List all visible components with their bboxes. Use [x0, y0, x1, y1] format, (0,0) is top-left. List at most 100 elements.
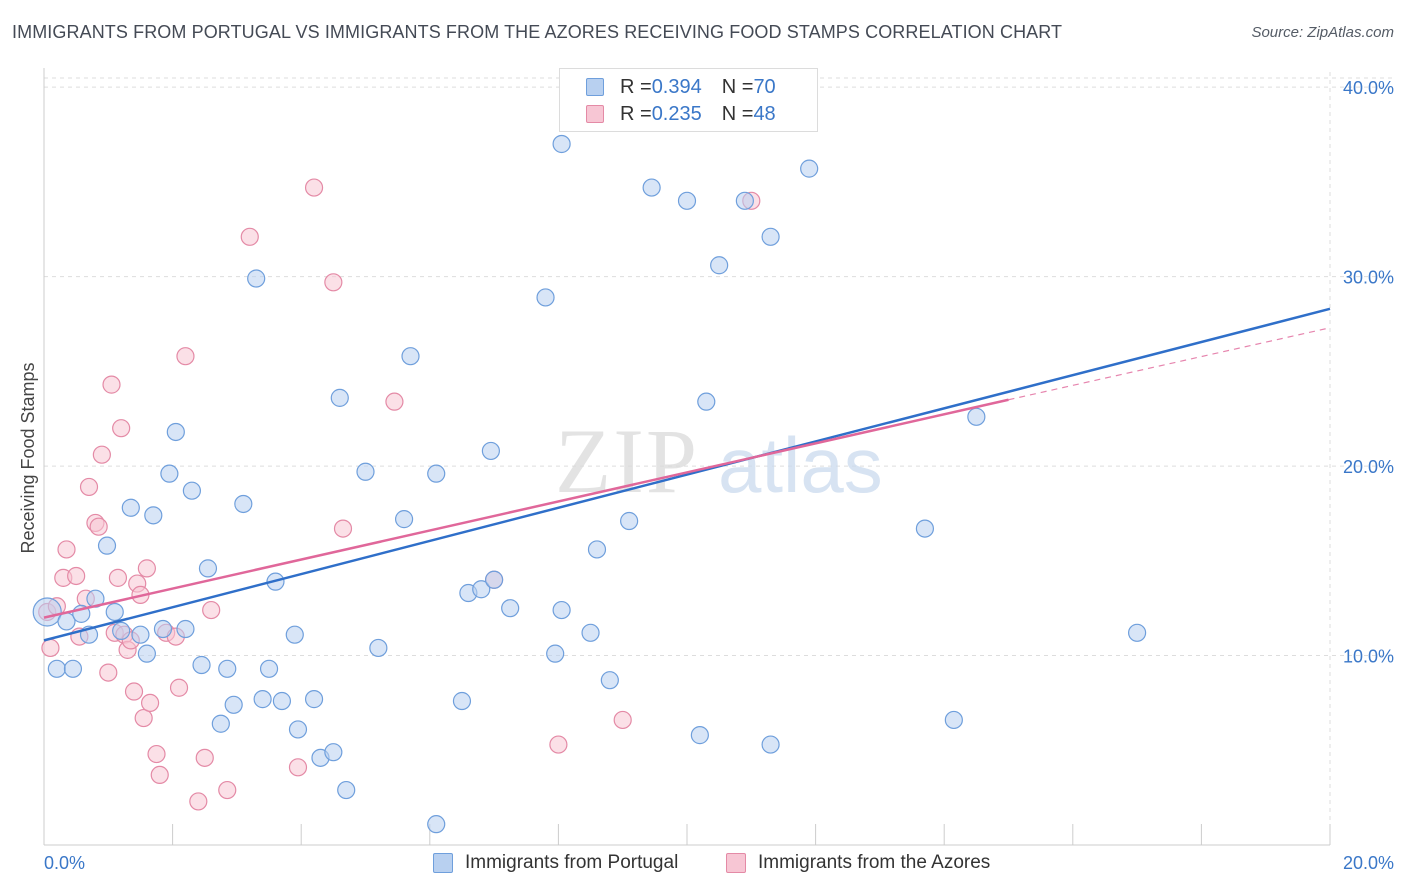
data-point-portugal [304, 690, 324, 709]
data-point-portugal [427, 815, 446, 834]
data-point-portugal [481, 441, 500, 461]
data-point-portugal [337, 780, 356, 800]
data-point-portugal [600, 671, 619, 690]
data-point-azores [195, 748, 214, 767]
legend-row-azores: R = 0.235 N = 48 [586, 102, 776, 126]
data-point-portugal [218, 659, 237, 678]
data-point-azores [112, 419, 131, 438]
legend-r-value: 0.394 [651, 75, 702, 98]
data-point-portugal [121, 498, 140, 517]
data-point-azores [240, 227, 259, 246]
legend-r-label: R = [620, 102, 652, 125]
data-point-portugal [944, 710, 963, 730]
trend-line-portugal [43, 307, 1331, 642]
data-point-azores [613, 710, 632, 730]
data-point-portugal [97, 536, 117, 555]
data-point-portugal [967, 407, 986, 426]
data-point-azores [324, 273, 343, 292]
data-point-portugal [330, 388, 349, 407]
data-point-portugal [369, 638, 388, 658]
data-point-portugal [288, 720, 308, 739]
data-point-portugal [285, 625, 304, 644]
legend-swatch-azores [726, 853, 746, 873]
data-point-portugal [552, 134, 571, 154]
y-tick-label: 10.0% [1343, 647, 1394, 667]
data-point-portugal [552, 600, 571, 620]
data-point-portugal [356, 462, 375, 481]
data-point-azores [333, 519, 353, 538]
data-point-azores [134, 708, 153, 728]
data-point-portugal [427, 464, 446, 483]
data-point-portugal [198, 559, 218, 578]
trend-lines [43, 307, 1331, 642]
data-point-azores [176, 347, 195, 366]
data-point-azores [218, 780, 237, 800]
x-tick-label: 0.0% [44, 853, 85, 873]
data-point-portugal [472, 580, 491, 599]
legend-swatch-azores [586, 105, 604, 123]
data-point-portugal [401, 347, 420, 366]
data-point-portugal [452, 691, 472, 711]
data-point-portugal [253, 690, 272, 709]
watermark-atlas: atlas [718, 421, 883, 509]
legend-n-label: N = [721, 75, 754, 98]
data-point-portugal [710, 256, 729, 275]
data-point-portugal [536, 288, 555, 307]
data-point-azores [102, 375, 121, 394]
data-point-azores [92, 445, 111, 464]
data-point-azores [140, 693, 160, 713]
data-point-portugal [735, 191, 754, 210]
data-point-azores [169, 678, 189, 697]
data-point-azores [41, 638, 60, 658]
legend-row-portugal: R = 0.394 N = 70 [586, 75, 776, 99]
data-point-portugal [324, 743, 343, 762]
data-point-portugal [112, 621, 131, 641]
data-point-portugal [1127, 623, 1147, 642]
legend-r-label: R = [620, 75, 652, 98]
data-point-portugal [800, 159, 819, 178]
data-point-azores [304, 178, 324, 197]
data-point-azores [189, 792, 208, 811]
data-point-azores [79, 477, 99, 497]
data-point-portugal [63, 659, 83, 678]
data-point-portugal [153, 619, 173, 639]
trend-line-azores-extension [1008, 327, 1331, 401]
series-portugal-points [32, 134, 1147, 834]
data-point-portugal [182, 481, 201, 500]
data-point-azores [137, 559, 156, 578]
data-point-azores [549, 735, 568, 754]
data-point-portugal [761, 227, 780, 246]
chart-title: IMMIGRANTS FROM PORTUGAL VS IMMIGRANTS F… [12, 22, 1063, 42]
data-point-azores [202, 600, 221, 620]
legend-n-value: 48 [753, 102, 776, 125]
data-point-azores [147, 744, 166, 764]
data-point-portugal [259, 659, 279, 678]
data-point-portugal [160, 464, 179, 483]
data-point-azores [57, 540, 76, 559]
data-point-portugal [915, 519, 935, 538]
x-tick-label: 20.0% [1343, 853, 1394, 873]
data-point-azores [108, 568, 128, 587]
data-point-portugal [620, 511, 639, 531]
correlation-legend: R = 0.394 N = 70 R = 0.235 N = 48 [559, 68, 818, 132]
legend-r-value: 0.235 [651, 102, 702, 125]
data-point-portugal [144, 506, 163, 525]
data-point-portugal [176, 619, 195, 639]
data-point-portugal [501, 599, 520, 618]
watermark: ZIP atlas [555, 410, 883, 512]
data-point-portugal [47, 659, 66, 678]
data-point-portugal [690, 726, 709, 745]
data-point-portugal [485, 570, 504, 589]
tick-labels: 10.0% 20.0% 30.0% 40.0% 0.0% 20.0% [44, 78, 1394, 873]
legend-label-azores: Immigrants from the Azores [758, 852, 991, 873]
data-point-portugal [587, 540, 607, 559]
data-point-azores [288, 758, 308, 777]
data-point-portugal [697, 392, 716, 411]
legend-n-value: 70 [753, 75, 776, 98]
data-point-azores [385, 392, 404, 411]
data-point-portugal [642, 178, 661, 197]
legend-n-label: N = [721, 102, 754, 125]
series-legend: Immigrants from Portugal Immigrants from… [0, 852, 1406, 876]
data-point-portugal [224, 695, 243, 714]
